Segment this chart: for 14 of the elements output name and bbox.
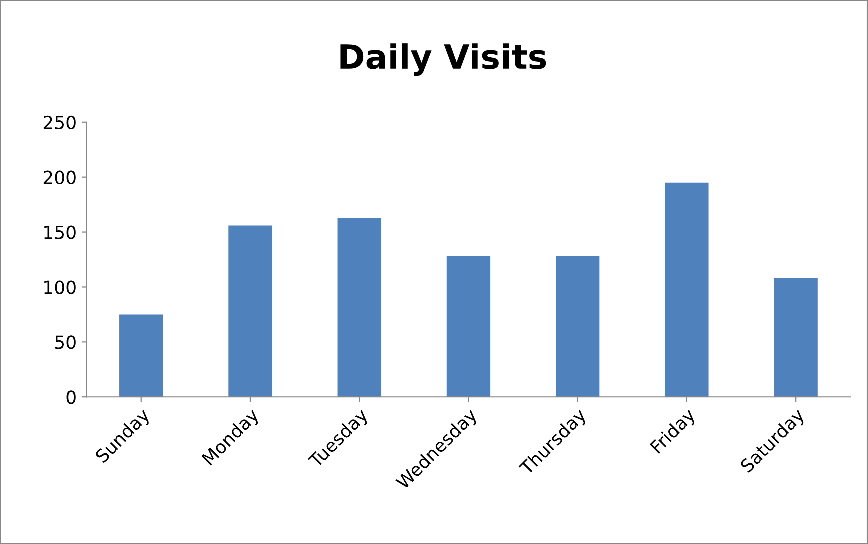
chart-title: Daily Visits <box>340 44 546 76</box>
y-tick-label: 100 <box>44 280 76 294</box>
bar <box>665 182 709 398</box>
y-tick-label: 50 <box>55 336 76 350</box>
bar <box>774 278 818 398</box>
bar <box>338 218 382 398</box>
bar <box>556 256 600 398</box>
bar <box>228 226 272 398</box>
y-tick-label: 200 <box>44 170 76 184</box>
bar <box>120 314 164 398</box>
y-tick-label: 150 <box>44 226 76 240</box>
bar <box>446 256 491 398</box>
y-tick-label: 0 <box>66 390 76 404</box>
y-tick-label: 250 <box>44 116 76 130</box>
